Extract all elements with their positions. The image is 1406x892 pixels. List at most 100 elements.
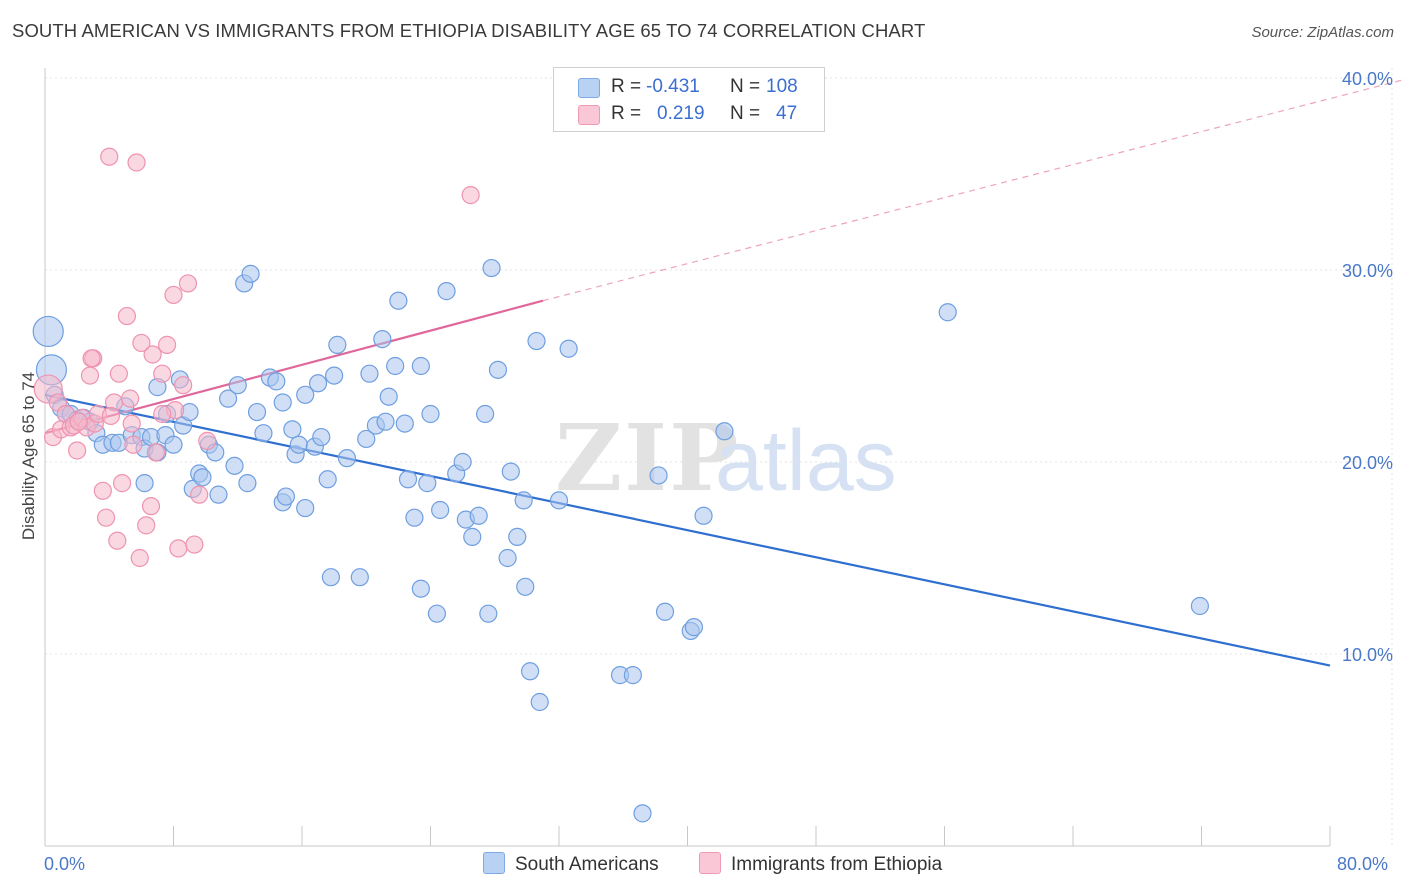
ethiopia-point <box>109 364 128 383</box>
south-american-point <box>476 404 495 424</box>
watermark-atlas: atlas <box>715 413 897 509</box>
south-american-point <box>219 389 238 408</box>
south-american-point <box>321 568 341 587</box>
south-american-point <box>501 462 520 481</box>
legend-r-value: 0.219 <box>657 103 705 124</box>
south-american-point <box>135 474 154 493</box>
legend-n-label: N = <box>730 76 761 97</box>
ethiopia-point <box>69 412 88 431</box>
south-american-point <box>514 491 533 510</box>
south-american-point <box>549 491 569 510</box>
south-american-point <box>193 468 212 487</box>
south-american-point <box>516 577 535 596</box>
south-american-point <box>405 508 424 527</box>
ethiopia-point <box>178 274 198 293</box>
ethiopia-point <box>96 508 116 527</box>
bottom-legend-label: South Americans <box>515 854 659 875</box>
south-american-point <box>715 422 734 441</box>
trend-lines <box>44 78 1406 667</box>
ethiopia-point <box>169 539 188 558</box>
ethiopia-point <box>146 443 165 462</box>
south-american-point <box>238 474 257 493</box>
south-american-point <box>389 291 408 310</box>
south-american-point <box>247 402 267 422</box>
south-american-point <box>357 429 376 449</box>
south-american-point <box>289 435 308 454</box>
ethiopia-point <box>68 441 87 460</box>
legend-swatch-pink <box>578 105 600 125</box>
south-american-point <box>479 604 498 623</box>
south-american-point <box>379 387 398 406</box>
south-american-point <box>360 364 379 383</box>
south-american-point <box>520 662 540 681</box>
south-american-point <box>228 376 247 395</box>
ethiopia-point <box>185 535 204 554</box>
south-american-point <box>527 331 546 351</box>
south-american-point <box>328 335 347 354</box>
south-american-point <box>32 315 64 348</box>
y-tick-label: 10.0% <box>1342 645 1393 665</box>
south-american-point <box>296 498 315 518</box>
bottom-legend-south-americans: South Americans <box>483 852 659 876</box>
south-american-point <box>325 366 344 385</box>
legend-n-label: N = <box>730 103 761 124</box>
south-american-point <box>488 360 508 379</box>
ethiopia-point <box>174 376 193 395</box>
legend-swatch-blue <box>578 78 600 98</box>
ethiopia-point <box>93 481 112 500</box>
ethiopia-point <box>143 345 162 364</box>
south-american-point <box>241 264 260 283</box>
bottom-legend-label: Immigrants from Ethiopia <box>731 854 943 875</box>
south-american-point <box>373 330 392 349</box>
south-american-point <box>164 435 183 454</box>
south-american-point <box>209 485 228 504</box>
legend-n-value: 108 <box>766 76 798 97</box>
x-ticks <box>173 826 1331 846</box>
ethiopia-point <box>108 531 127 550</box>
south-american-point <box>482 258 501 278</box>
y-tick-labels: 10.0% 20.0% 30.0% 40.0% <box>1342 69 1393 665</box>
legend-n-value: 47 <box>776 103 798 124</box>
legend-r-label: R = <box>611 103 642 124</box>
south-american-point <box>386 356 405 376</box>
south-american-point <box>318 470 337 489</box>
legend-r-label: R = <box>611 76 642 97</box>
watermark-zip: ZIP <box>555 404 740 512</box>
chart-source: Source: ZipAtlas.com <box>1251 24 1394 41</box>
x-tick-label-min: 0.0% <box>44 854 85 874</box>
south-american-point <box>508 527 527 546</box>
south-american-point <box>530 692 549 712</box>
y-tick-label: 20.0% <box>1342 453 1393 473</box>
y-tick-label: 40.0% <box>1342 69 1393 89</box>
y-tick-label: 30.0% <box>1342 261 1393 281</box>
south-american-point <box>411 356 430 376</box>
south-american-point <box>337 449 357 468</box>
correlation-legend: R = -0.431 N = 108 R = 0.219 N = 47 <box>553 67 825 132</box>
ethiopia-point <box>80 366 100 385</box>
ethiopia-point <box>121 389 140 408</box>
watermark: ZIP atlas <box>555 404 897 512</box>
south-american-point <box>418 474 437 493</box>
south-american-point <box>398 470 418 489</box>
ethiopia-point <box>117 306 137 326</box>
south-american-point <box>395 414 414 433</box>
south-american-point <box>267 372 286 391</box>
bottom-legend-ethiopia: Immigrants from Ethiopia <box>699 852 942 876</box>
ethiopia-point <box>164 285 183 305</box>
south-american-point <box>694 506 713 525</box>
ethiopia-point <box>122 414 141 433</box>
south-american-point <box>559 339 578 358</box>
south-american-point <box>453 452 472 472</box>
south-american-point <box>938 303 957 322</box>
south-american-point <box>225 456 244 475</box>
south-american-point <box>276 487 296 506</box>
ethiopia-point <box>127 153 146 172</box>
ethiopia-point <box>82 349 101 368</box>
bottom-legend-swatch-blue <box>483 852 505 874</box>
south-american-point <box>437 282 456 301</box>
south-american-point <box>411 579 430 598</box>
legend-r-value: -0.431 <box>646 76 700 97</box>
south-american-point <box>498 548 517 568</box>
south-american-point <box>273 393 292 412</box>
ethiopia-point <box>132 333 151 353</box>
